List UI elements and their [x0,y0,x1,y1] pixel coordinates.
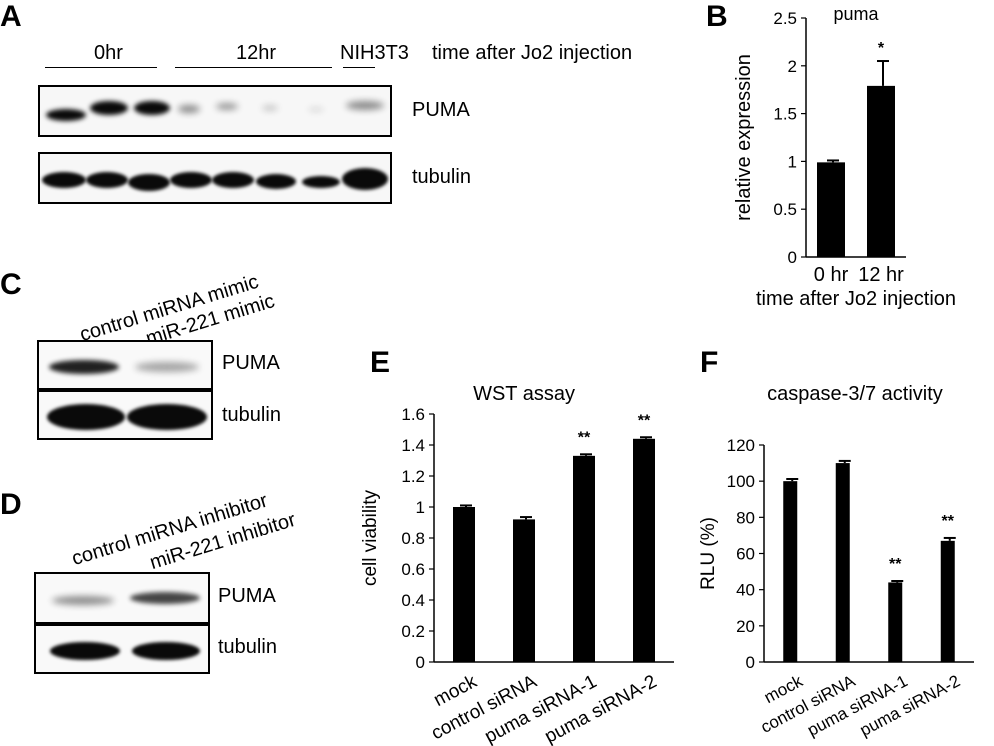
chart-f-bar [783,481,798,662]
chart-e-bar [513,519,535,662]
panel-d-tubulin-label: tubulin [218,636,277,658]
panel-a-tubulin-blot [38,152,392,204]
chart-e-bar [633,438,655,662]
panel-f-label: F [700,346,719,379]
chart-b-category-label: 0 hr [814,264,849,286]
panel-c-tubulin-label: tubulin [222,404,281,426]
panel-d-tubulin-band [132,642,200,660]
panel-a-puma-band [346,101,384,110]
chart-e-title: WST assay [473,383,575,405]
chart-b-y-tick-label: 2.5 [773,9,797,28]
chart-f-title: caspase-3/7 activity [767,383,943,405]
chart-e-y-tick-label: 0.6 [401,560,425,579]
panel-a-tubulin-band [212,172,254,188]
panel-a-tubulin-band [170,172,212,188]
panel-c-puma-band [135,362,199,372]
panel-c-tubulin-band [47,404,125,430]
panel-a-puma-label: PUMA [412,99,470,121]
panel-a-tubulin-label: tubulin [412,166,471,188]
panel-a-puma-blot [38,85,392,137]
panel-a-group-line-nih3t3 [343,67,375,68]
panel-d-puma-band [130,592,200,604]
panel-a-puma-band [308,107,324,112]
panel-d-puma-band [52,596,114,605]
chart-e-significance: ** [638,412,651,429]
chart-b-bar [817,162,845,257]
chart-e-y-tick-label: 0.4 [401,591,425,610]
panel-a-tubulin-band [86,172,128,188]
chart-b: puma 0 0.5 1 1.5 2 2.5 relative expression 0 hr *… [733,4,956,310]
chart-e-bar [453,507,475,662]
panel-a-tubulin-band [128,174,170,191]
chart-f-y-axis-label: RLU (%) [698,517,719,590]
chart-f-significance: ** [942,513,955,530]
panel-a-puma-band [90,101,128,115]
panel-a-tubulin-band [42,172,86,188]
panel-a-group-line-12hr [175,67,332,68]
panel-a-caption: time after Jo2 injection [432,42,633,64]
chart-e-significance: ** [578,429,591,446]
panel-a-puma-band [262,105,278,111]
panel-b-label: B [706,0,728,33]
panel-a-puma-band [46,109,86,121]
chart-f-bar [835,463,850,662]
chart-e-y-tick-label: 1.6 [401,405,425,424]
chart-b-y-tick-label: 0 [788,248,797,267]
panel-c-tubulin-blot [37,390,213,440]
panel-e-label: E [370,346,391,379]
panel-d-tubulin-blot [34,624,210,674]
panel-c-tubulin-band [127,404,207,430]
panel-c-puma-blot [37,340,213,390]
panel-c-puma-band [49,360,119,374]
chart-f-y-tick-label: 60 [736,545,755,564]
chart-b-y-axis-label: relative expression [733,54,755,221]
chart-e-y-tick-label: 0.2 [401,622,425,641]
chart-f-y-tick-label: 80 [736,508,755,527]
chart-e-y-tick-label: 1.2 [401,467,425,486]
chart-b-y-tick-label: 2 [788,57,797,76]
chart-e-y-axis-label: cell viability [360,489,381,586]
panel-a-group-0hr: 0hr [94,42,123,64]
chart-b-y-tick-label: 0.5 [773,200,797,219]
chart-f-bar [940,540,955,662]
panel-d-puma-blot [34,572,210,624]
panel-a-group-nih3t3: NIH3T3 [340,42,409,64]
panel-a-puma-band [178,105,200,113]
panel-a-tubulin-band [302,176,340,188]
chart-e-y-tick-label: 1.4 [401,436,425,455]
chart-f-bar [888,582,903,662]
panel-a-puma-band [134,101,170,115]
panel-d-label: D [0,488,22,521]
chart-f-significance: ** [889,556,902,573]
panel-a-tubulin-band [342,168,388,190]
chart-b-y-tick-label: 1.5 [773,105,797,124]
panel-c-puma-label: PUMA [222,352,280,374]
chart-b-bar [867,85,895,257]
chart-b-title: puma [833,4,879,24]
panel-c-label: C [0,268,22,301]
chart-e-bar [573,455,595,662]
chart-f-y-tick-label: 120 [727,436,755,455]
panel-a-puma-band [216,103,238,110]
chart-e-y-tick-label: 1 [416,498,425,517]
chart-b-x-axis-label: time after Jo2 injection [756,288,956,310]
chart-f: caspase-3/7 activity 0 20 40 60 80 100 120 RLU (… [698,383,974,740]
chart-f-y-tick-label: 40 [736,581,755,600]
chart-e: WST assay 0 0.2 0.4 0.6 0.8 1 1.2 1.4 1.6 cell via… [360,383,674,746]
chart-b-category-label: 12 hr [858,264,904,286]
chart-f-y-tick-label: 100 [727,472,755,491]
chart-b-significance: * [878,40,885,57]
chart-b-y-tick-label: 1 [788,152,797,171]
chart-f-y-tick-label: 0 [746,653,755,672]
panel-a-group-12hr: 12hr [236,42,277,64]
panel-a-tubulin-band [256,174,296,189]
panel-d-tubulin-band [50,642,120,660]
panel-a-label: A [0,0,22,33]
chart-e-y-tick-label: 0.8 [401,529,425,548]
chart-e-y-tick-label: 0 [416,653,425,672]
chart-f-y-tick-label: 20 [736,617,755,636]
panel-d-puma-label: PUMA [218,585,276,607]
panel-a-group-line-0hr [45,67,157,68]
